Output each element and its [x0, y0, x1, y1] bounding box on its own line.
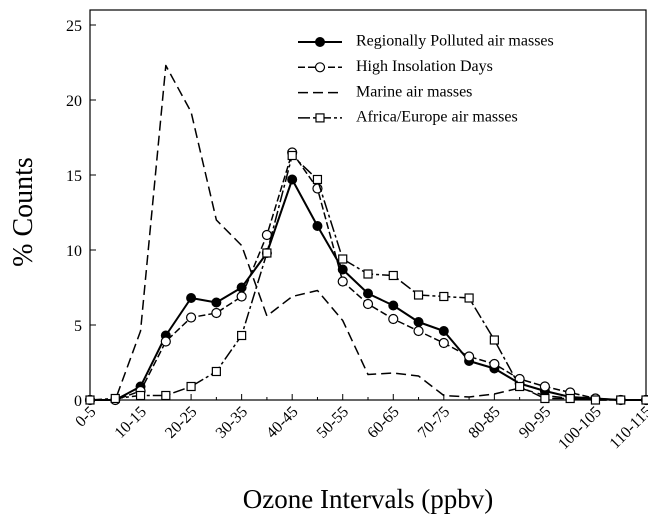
- marker: [312, 221, 323, 231]
- marker: [388, 313, 399, 325]
- marker: [287, 150, 297, 161]
- marker: [413, 325, 424, 337]
- x-tick-label: 30-35: [213, 403, 251, 441]
- marker: [161, 390, 171, 401]
- marker: [85, 395, 95, 405]
- x-tick-label: 40-45: [263, 403, 301, 441]
- marker: [489, 358, 500, 370]
- x-tick-label: 70-75: [415, 403, 453, 441]
- y-axis-title: % Counts: [8, 157, 39, 267]
- x-tick-label: 50-55: [314, 403, 352, 441]
- legend-label: Africa/Europe air masses: [356, 109, 518, 126]
- marker: [262, 248, 272, 258]
- marker: [211, 366, 221, 377]
- marker: [590, 395, 601, 405]
- marker: [314, 62, 326, 73]
- legend-item: Africa/Europe air masses: [298, 109, 518, 126]
- marker: [211, 307, 222, 319]
- marker: [236, 291, 247, 302]
- x-tick-label: 110-115: [607, 403, 648, 452]
- marker: [287, 174, 298, 185]
- y-tick-label: 25: [66, 18, 82, 35]
- marker: [110, 393, 120, 404]
- y-tick-label: 20: [66, 93, 82, 110]
- marker: [515, 381, 525, 392]
- marker: [160, 336, 171, 347]
- x-tick-label: 10-15: [112, 403, 150, 441]
- marker: [363, 288, 373, 299]
- marker: [565, 393, 575, 404]
- marker: [413, 290, 424, 300]
- marker: [315, 37, 325, 47]
- legend-label: Marine air masses: [356, 83, 472, 100]
- marker: [363, 269, 373, 279]
- y-tick-label: 10: [66, 243, 82, 260]
- legend-item: High Insolation Days: [298, 58, 493, 75]
- marker: [135, 390, 146, 401]
- legend-item: Marine air masses: [298, 83, 472, 100]
- marker: [312, 174, 323, 185]
- y-tick-label: 15: [66, 168, 82, 185]
- legend-label: High Insolation Days: [356, 58, 493, 75]
- marker: [616, 395, 626, 405]
- marker: [413, 317, 424, 327]
- x-tick-label: 20-25: [162, 403, 200, 441]
- x-tick-label: 90-95: [516, 403, 554, 441]
- marker: [338, 254, 348, 264]
- marker: [315, 113, 325, 123]
- marker: [237, 330, 247, 341]
- marker: [438, 326, 449, 336]
- x-axis-title: Ozone Intervals (ppbv): [243, 484, 493, 514]
- marker: [540, 393, 550, 404]
- marker: [337, 276, 348, 287]
- marker: [388, 270, 398, 281]
- marker: [641, 395, 648, 405]
- series-line: [90, 64, 646, 401]
- marker: [362, 298, 374, 310]
- marker: [439, 291, 449, 302]
- legend-label: Regionally Polluted air masses: [356, 33, 554, 50]
- y-tick-label: 0: [74, 393, 82, 410]
- marker: [438, 337, 449, 349]
- x-tick-label: 80-85: [465, 403, 503, 441]
- legend-item: Regionally Polluted air masses: [298, 33, 554, 50]
- marker: [489, 335, 499, 345]
- marker: [388, 300, 399, 311]
- marker: [186, 293, 197, 303]
- x-tick-label: 60-65: [364, 403, 402, 441]
- marker: [464, 293, 474, 303]
- marker: [185, 312, 197, 323]
- marker: [186, 381, 196, 392]
- y-tick-label: 5: [74, 318, 82, 335]
- marker: [211, 297, 222, 308]
- marker: [463, 351, 475, 362]
- x-tick-label: 100-105: [555, 403, 605, 453]
- marker: [539, 381, 551, 392]
